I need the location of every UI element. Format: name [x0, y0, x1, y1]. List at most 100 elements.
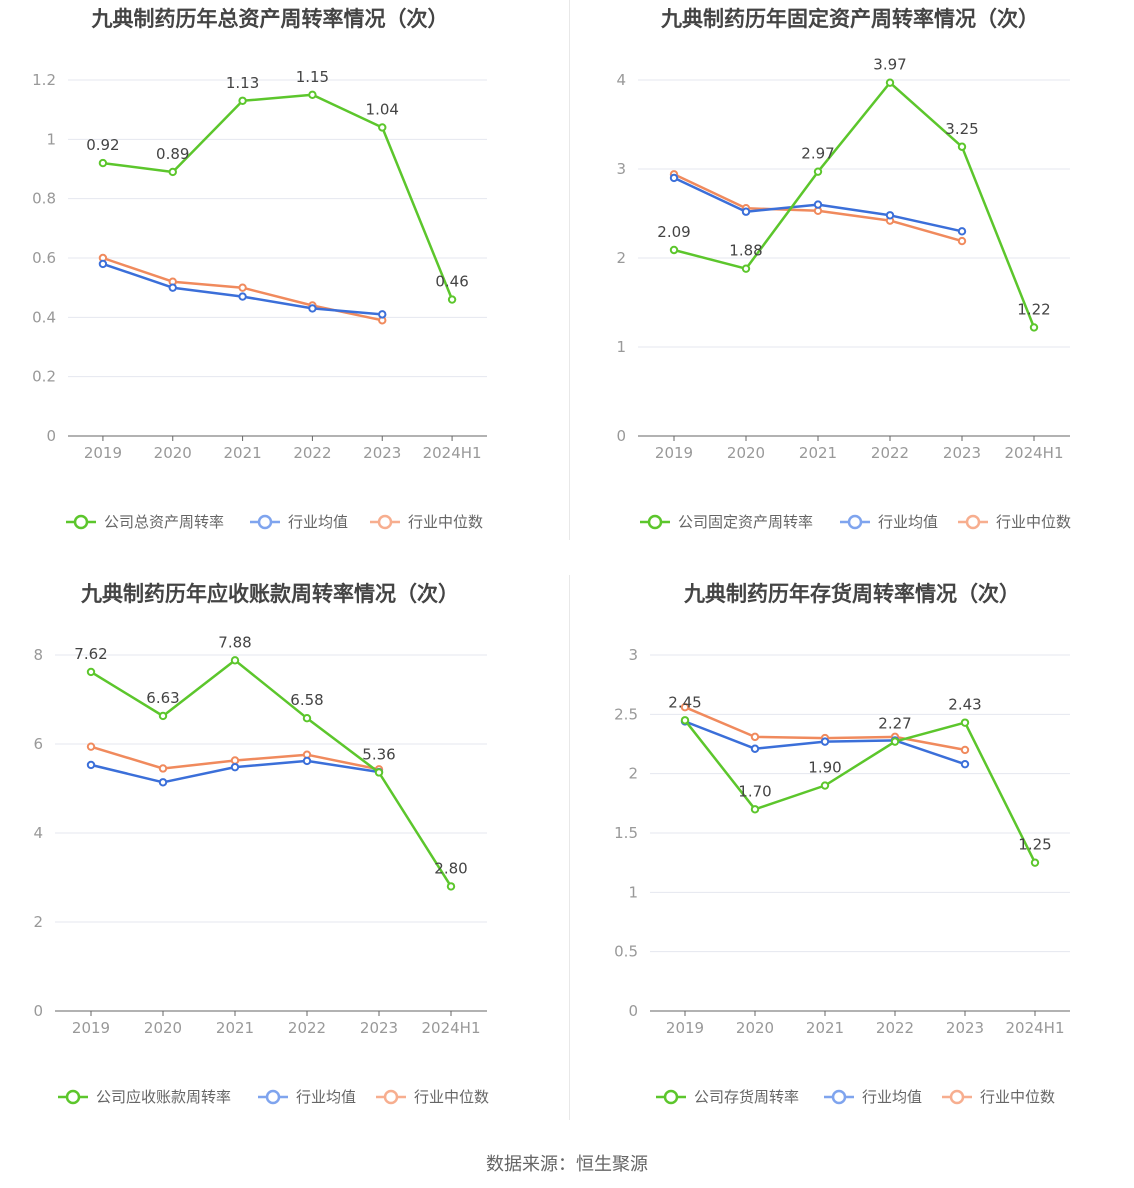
data-point-company	[378, 123, 387, 132]
legend-label: 公司存货周转率	[694, 1088, 799, 1106]
chart-svg: 九典制药历年存货周转率情况（次） 0 0.5 1 1.5 2 2.5 3 2019 2020 202…	[614, 582, 1070, 1106]
data-point-company	[680, 716, 690, 725]
legend-label: 行业均值	[878, 513, 938, 531]
data-point-company	[750, 805, 760, 814]
chart-panel-total-assets: 九典制药历年总资产周转率情况（次） 0 0.2 0.4 0.6 0.8 1 1.2 2019 20…	[0, 0, 569, 560]
data-point-median	[230, 756, 240, 765]
chart-panel-receivables: 九典制药历年应收账款周转率情况（次） 0 2 4 6 8 2019 2020 2021 2022 2…	[0, 575, 569, 1135]
y-tick-label: 8	[33, 646, 43, 664]
x-tick-label: 2019	[72, 1019, 110, 1037]
legend-marker	[949, 1089, 965, 1105]
chart-title: 九典制药历年应收账款周转率情况（次）	[80, 582, 459, 606]
vertical-divider	[569, 575, 570, 1120]
legend-marker	[65, 1089, 81, 1105]
data-point-company	[230, 656, 240, 665]
data-point-avg	[230, 762, 240, 772]
data-label: 1.04	[366, 100, 399, 118]
data-point-median	[957, 236, 967, 246]
data-point-company	[960, 718, 970, 727]
data-point-avg	[378, 310, 387, 319]
data-label: 2.27	[878, 715, 911, 733]
data-source-note: 数据来源：恒生聚源	[486, 1154, 648, 1175]
y-tick-label: 0	[628, 1002, 638, 1020]
data-point-avg	[86, 760, 96, 770]
data-point-company	[1029, 323, 1039, 332]
chart-panel-inventory: 九典制药历年存货周转率情况（次） 0 0.5 1 1.5 2 2.5 3 2019 2020 202…	[570, 575, 1134, 1135]
data-point-avg	[158, 778, 168, 787]
data-label: 1.90	[808, 759, 841, 777]
data-label: 7.62	[74, 645, 107, 663]
x-tick-label: 2019	[655, 444, 693, 462]
legend-marker	[265, 1089, 281, 1105]
x-tick-label: 2022	[288, 1019, 326, 1037]
legend-label: 公司固定资产周转率	[678, 513, 813, 531]
legend-marker	[73, 514, 89, 530]
y-tick-label: 1	[628, 883, 638, 901]
x-tick-label: 2023	[946, 1019, 984, 1037]
data-point-company	[957, 142, 967, 151]
data-point-company	[158, 711, 168, 721]
legend-marker	[383, 1089, 399, 1105]
data-point-avg	[813, 200, 823, 209]
data-point-median	[238, 283, 247, 292]
data-label: 6.63	[146, 689, 179, 707]
vertical-divider	[569, 0, 570, 540]
data-point-avg	[885, 211, 895, 220]
legend-label: 行业中位数	[996, 513, 1071, 531]
y-tick-label: 4	[33, 824, 43, 842]
x-tick-label: 2020	[727, 444, 765, 462]
data-point-company	[820, 781, 830, 790]
data-label: 1.88	[729, 242, 762, 260]
legend-label: 公司应收账款周转率	[96, 1088, 231, 1106]
legend-label: 行业中位数	[414, 1088, 489, 1106]
legend-label: 公司总资产周转率	[104, 513, 224, 531]
data-point-avg	[168, 283, 177, 292]
data-point-median	[158, 764, 168, 773]
x-tick-label: 2019	[84, 444, 122, 462]
series-line-company	[90, 659, 453, 888]
y-tick-label: 1	[46, 130, 56, 148]
data-point-company	[168, 167, 177, 177]
y-tick-label: 3	[616, 160, 626, 178]
data-label: 2.45	[668, 693, 701, 711]
data-point-avg	[308, 304, 317, 313]
legend-marker	[647, 514, 663, 530]
y-tick-label: 1.2	[32, 71, 56, 89]
data-label: 1.25	[1018, 836, 1051, 854]
y-tick-label: 0.5	[614, 943, 638, 961]
chart-title: 九典制药历年总资产周转率情况（次）	[91, 7, 449, 31]
legend-marker	[663, 1089, 679, 1105]
legend-marker	[965, 514, 981, 530]
y-tick-label: 0.2	[32, 368, 56, 386]
data-point-company	[374, 768, 384, 777]
legend-label: 行业均值	[862, 1088, 922, 1106]
data-point-median	[960, 745, 970, 755]
data-label: 1.70	[738, 782, 771, 800]
data-point-avg	[750, 744, 760, 753]
x-tick-label: 2022	[871, 444, 909, 462]
y-tick-label: 2	[628, 765, 638, 783]
x-tick-label: 2022	[876, 1019, 914, 1037]
data-point-median	[680, 703, 690, 712]
x-tick-label: 2019	[666, 1019, 704, 1037]
data-point-company	[669, 245, 679, 255]
chart-title: 九典制药历年存货周转率情况（次）	[683, 582, 1020, 606]
series-line-company	[673, 81, 1036, 328]
x-tick-label: 2024H1	[422, 1019, 481, 1037]
legend-marker	[831, 1089, 847, 1105]
data-point-company	[98, 158, 108, 168]
legend-label: 行业中位数	[980, 1088, 1055, 1106]
data-label: 1.13	[226, 74, 259, 92]
data-label: 0.92	[86, 136, 119, 154]
legend-label: 行业均值	[288, 513, 348, 531]
y-tick-label: 0.8	[32, 190, 56, 208]
data-point-company	[813, 167, 823, 176]
y-tick-label: 1	[616, 338, 626, 356]
series-line-company	[102, 93, 454, 300]
y-tick-label: 0	[33, 1002, 43, 1020]
data-point-company	[446, 882, 456, 891]
data-label: 0.46	[435, 273, 468, 291]
chart-panel-fixed-assets: 九典制药历年固定资产周转率情况（次） 0 1 2 3 4 2019 2020 2021 2022 2…	[570, 0, 1134, 560]
y-tick-label: 3	[628, 646, 638, 664]
x-tick-label: 2023	[943, 444, 981, 462]
